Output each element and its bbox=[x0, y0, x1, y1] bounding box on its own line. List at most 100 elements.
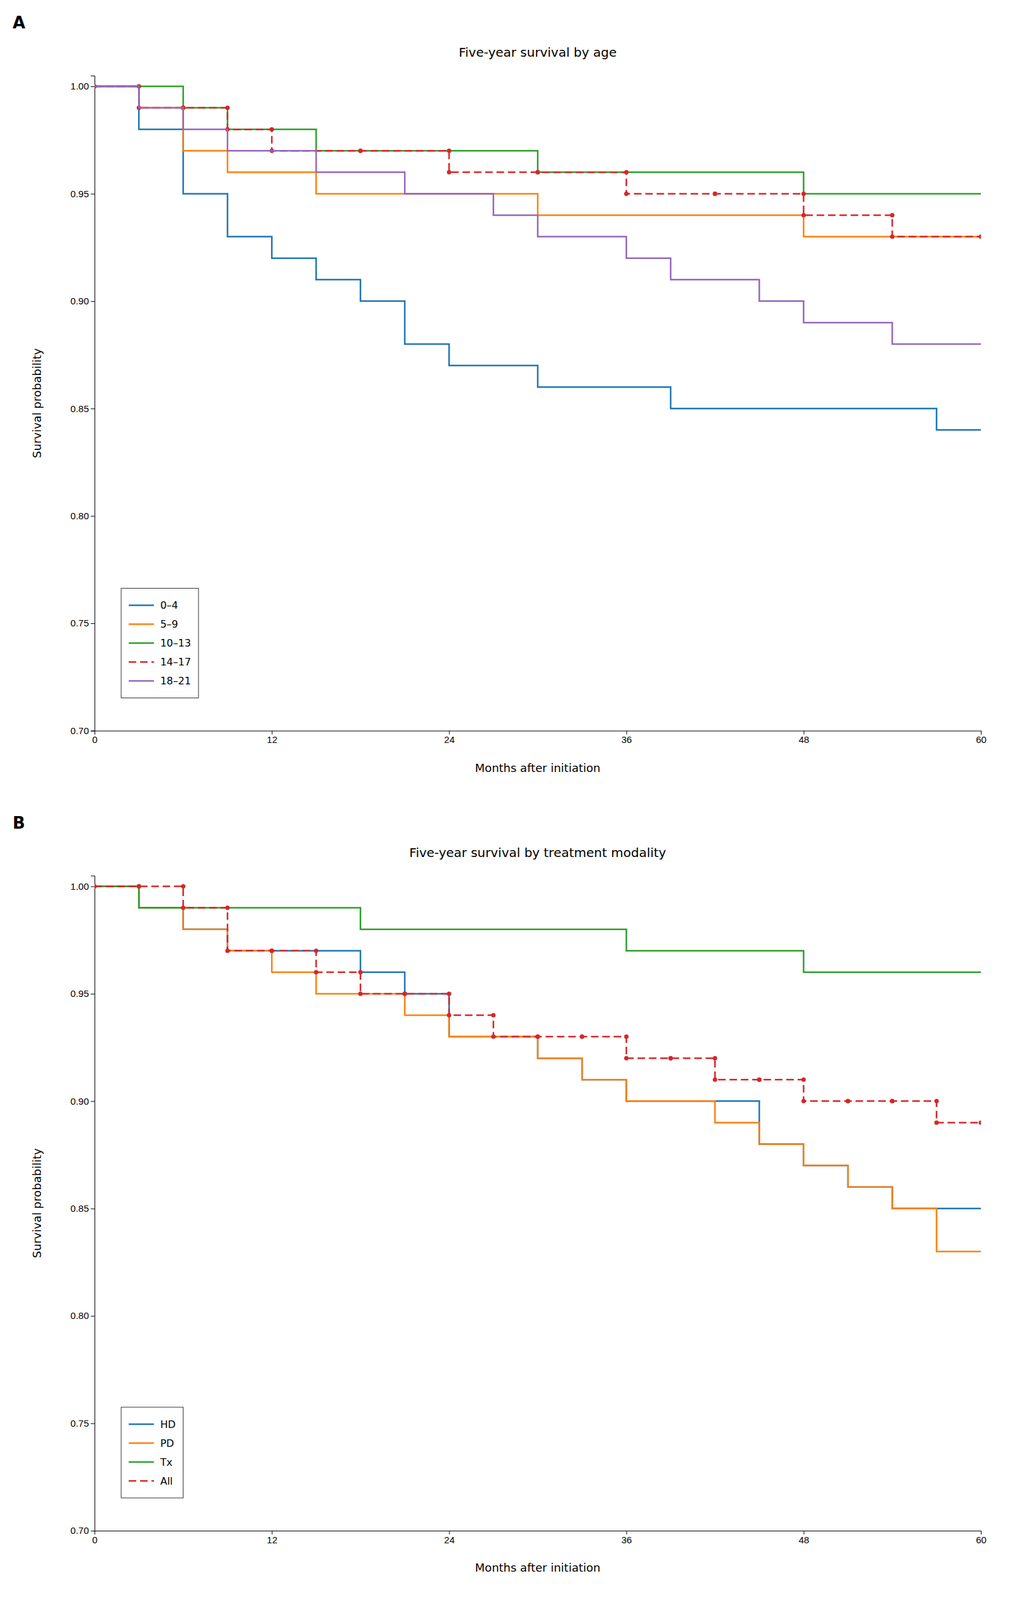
y-tick-label: 0.75 bbox=[70, 1418, 89, 1430]
series-marker bbox=[180, 905, 186, 911]
y-tick-mark bbox=[90, 193, 95, 195]
legend-label: 0–4 bbox=[160, 599, 178, 612]
y-tick: 0.70 bbox=[70, 725, 95, 737]
series-marker bbox=[579, 1035, 585, 1040]
legend-frame bbox=[121, 1407, 183, 1499]
y-tick-label: 0.75 bbox=[70, 617, 89, 629]
series-marker bbox=[801, 1077, 806, 1083]
panel-label: B bbox=[12, 813, 26, 833]
series-marker bbox=[624, 1056, 629, 1061]
series-marker bbox=[801, 1099, 806, 1104]
y-tick-mark bbox=[90, 623, 95, 625]
series-marker bbox=[358, 148, 363, 154]
series-marker bbox=[579, 1035, 585, 1040]
y-axis-line bbox=[90, 76, 96, 732]
series-marker bbox=[624, 191, 629, 197]
legend-label: 14–17 bbox=[160, 656, 192, 669]
legend-swatch bbox=[128, 623, 154, 626]
series-line bbox=[94, 86, 981, 238]
legend-swatch bbox=[128, 661, 154, 664]
x-axis-line bbox=[95, 731, 982, 736]
legend-swatch bbox=[128, 1480, 154, 1483]
x-tick-label: 0 bbox=[92, 1534, 98, 1546]
y-tick: 1.00 bbox=[70, 80, 95, 92]
plot-area bbox=[94, 84, 981, 431]
legend-label: PD bbox=[160, 1437, 174, 1450]
y-tick: 0.95 bbox=[70, 988, 95, 1000]
legend-label: All bbox=[160, 1475, 173, 1488]
series-marker bbox=[446, 170, 452, 175]
legend-swatch bbox=[128, 680, 154, 683]
panel: 012243648600.700.750.800.850.900.951.00F… bbox=[12, 813, 987, 1576]
x-tick: 12 bbox=[266, 1531, 278, 1546]
y-tick-label: 0.70 bbox=[70, 1525, 89, 1537]
series-marker bbox=[446, 991, 452, 997]
legend-label: 18–21 bbox=[160, 675, 192, 688]
legend: 0–45–910–1314–1718–21 bbox=[121, 588, 199, 699]
legend-frame bbox=[121, 588, 199, 699]
series-marker bbox=[757, 1077, 762, 1083]
panel-label: A bbox=[12, 13, 26, 33]
legend-label: Tx bbox=[159, 1456, 173, 1469]
y-tick-label: 0.85 bbox=[70, 403, 89, 415]
series-marker bbox=[269, 948, 275, 954]
legend-label: 10–13 bbox=[160, 637, 192, 650]
x-tick: 48 bbox=[798, 1531, 810, 1546]
y-tick: 0.75 bbox=[70, 617, 95, 629]
series-marker bbox=[446, 148, 452, 154]
x-tick-label: 12 bbox=[266, 734, 278, 746]
x-axis: 01224364860 bbox=[92, 731, 987, 746]
x-tick: 0 bbox=[92, 1531, 98, 1546]
y-tick-mark bbox=[90, 731, 95, 732]
legend-swatch bbox=[128, 642, 154, 645]
series-marker bbox=[269, 948, 275, 954]
series-marker bbox=[269, 127, 275, 132]
y-tick-mark bbox=[90, 886, 95, 888]
series-marker bbox=[358, 148, 363, 154]
series-marker bbox=[712, 191, 718, 197]
series-marker bbox=[934, 1099, 939, 1104]
x-tick-label: 36 bbox=[621, 1534, 633, 1546]
y-tick: 0.70 bbox=[70, 1525, 95, 1537]
x-axis-title: Months after initiation bbox=[475, 1561, 601, 1575]
y-tick: 0.75 bbox=[70, 1418, 95, 1430]
legend-swatch bbox=[128, 604, 154, 607]
x-tick: 48 bbox=[798, 731, 810, 746]
y-tick-label: 0.90 bbox=[70, 295, 89, 307]
y-tick-label: 0.90 bbox=[70, 1096, 89, 1107]
y-axis-title: Survival probability bbox=[30, 347, 44, 459]
y-tick-label: 0.80 bbox=[70, 1310, 89, 1322]
series-line bbox=[94, 886, 981, 1252]
panel: 012243648600.700.750.800.850.900.951.00F… bbox=[12, 13, 987, 775]
series-marker bbox=[94, 884, 98, 889]
x-tick-label: 60 bbox=[975, 1534, 987, 1546]
x-axis-title: Months after initiation bbox=[475, 761, 601, 775]
y-axis: 0.700.750.800.850.900.951.00 bbox=[70, 876, 96, 1537]
series-marker bbox=[225, 948, 230, 954]
x-axis: 01224364860 bbox=[92, 1531, 987, 1546]
series-marker bbox=[225, 905, 230, 911]
y-axis-title: Survival probability bbox=[30, 1148, 44, 1259]
series-marker bbox=[978, 1120, 982, 1126]
series-marker bbox=[180, 884, 186, 889]
series-marker bbox=[801, 191, 806, 197]
series-marker bbox=[801, 213, 806, 218]
series-marker bbox=[358, 991, 363, 997]
y-tick-label: 0.70 bbox=[70, 725, 89, 737]
series-line bbox=[94, 86, 981, 430]
series-marker bbox=[225, 105, 230, 111]
y-tick-mark bbox=[90, 994, 95, 995]
series-marker bbox=[491, 1035, 496, 1040]
figure: 012243648600.700.750.800.850.900.951.00F… bbox=[0, 0, 1025, 1600]
x-axis-line bbox=[95, 1531, 982, 1536]
series-marker bbox=[535, 170, 541, 175]
series-marker bbox=[402, 991, 408, 997]
series-marker bbox=[668, 1056, 673, 1061]
series-marker bbox=[136, 884, 142, 889]
x-tick-label: 12 bbox=[266, 1534, 278, 1546]
y-tick-label: 1.00 bbox=[70, 80, 89, 92]
y-tick-mark bbox=[90, 408, 95, 410]
series-marker bbox=[491, 1013, 496, 1019]
title: Five-year survival by age bbox=[458, 44, 617, 60]
legend: HDPDTxAll bbox=[121, 1407, 183, 1499]
